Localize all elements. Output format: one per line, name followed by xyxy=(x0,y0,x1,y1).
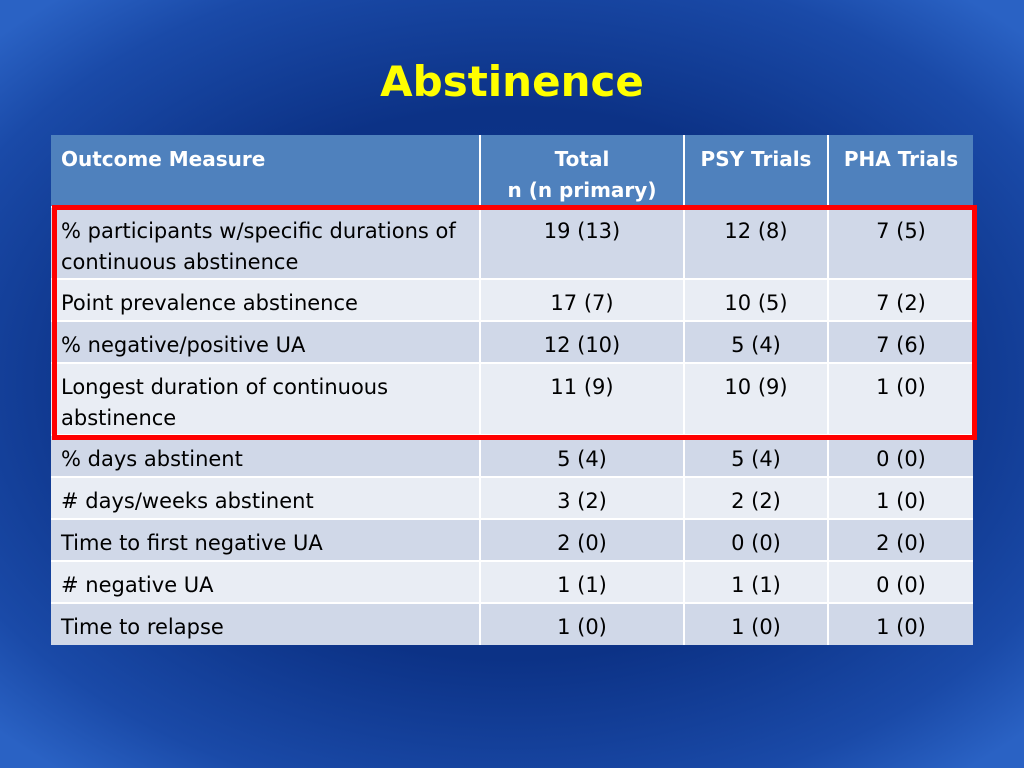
table-row: % negative/positive UA 12 (10) 5 (4) 7 (… xyxy=(51,320,973,363)
table-row: Point prevalence abstinence 17 (7) 10 (5… xyxy=(51,278,973,321)
cell-total: 5 (4) xyxy=(480,434,685,477)
cell-pha: 1 (0) xyxy=(828,362,973,435)
table-row: Longest duration of continuous abstinenc… xyxy=(51,362,973,435)
cell-psy: 0 (0) xyxy=(684,518,829,561)
header-label: Total xyxy=(554,147,610,171)
cell-total: 3 (2) xyxy=(480,476,685,519)
header-sublabel: n (n primary) xyxy=(507,178,657,202)
cell-total: 11 (9) xyxy=(480,362,685,435)
cell-pha: 2 (0) xyxy=(828,518,973,561)
cell-measure: % participants w/specific durations of c… xyxy=(51,206,481,279)
cell-total: 2 (0) xyxy=(480,518,685,561)
cell-total: 17 (7) xyxy=(480,278,685,321)
header-label: PHA Trials xyxy=(843,147,959,171)
table-row: % days abstinent 5 (4) 5 (4) 0 (0) xyxy=(51,434,973,477)
slide-title: Abstinence xyxy=(380,57,644,106)
cell-measure: Longest duration of continuous abstinenc… xyxy=(51,362,481,435)
cell-measure: Point prevalence abstinence xyxy=(51,278,481,321)
header-psy-trials: PSY Trials xyxy=(684,135,829,207)
cell-total: 12 (10) xyxy=(480,320,685,363)
cell-measure: # negative UA xyxy=(51,560,481,603)
header-label: Outcome Measure xyxy=(61,147,266,171)
cell-psy: 5 (4) xyxy=(684,434,829,477)
cell-pha: 0 (0) xyxy=(828,560,973,603)
header-pha-trials: PHA Trials xyxy=(828,135,973,207)
cell-psy: 1 (0) xyxy=(684,602,829,645)
header-outcome-measure: Outcome Measure xyxy=(51,135,481,207)
cell-total: 1 (1) xyxy=(480,560,685,603)
cell-psy: 1 (1) xyxy=(684,560,829,603)
table-row: # days/weeks abstinent 3 (2) 2 (2) 1 (0) xyxy=(51,476,973,519)
cell-pha: 7 (6) xyxy=(828,320,973,363)
table-row: # negative UA 1 (1) 1 (1) 0 (0) xyxy=(51,560,973,603)
table-row: Time to relapse 1 (0) 1 (0) 1 (0) xyxy=(51,602,973,645)
cell-measure: % days abstinent xyxy=(51,434,481,477)
cell-pha: 0 (0) xyxy=(828,434,973,477)
table-row: % participants w/specific durations of c… xyxy=(51,206,973,279)
cell-pha: 7 (5) xyxy=(828,206,973,279)
cell-psy: 5 (4) xyxy=(684,320,829,363)
cell-psy: 2 (2) xyxy=(684,476,829,519)
cell-measure: # days/weeks abstinent xyxy=(51,476,481,519)
header-total: Total n (n primary) xyxy=(480,135,685,207)
cell-pha: 1 (0) xyxy=(828,476,973,519)
cell-measure: % negative/positive UA xyxy=(51,320,481,363)
cell-psy: 10 (9) xyxy=(684,362,829,435)
cell-total: 1 (0) xyxy=(480,602,685,645)
cell-total: 19 (13) xyxy=(480,206,685,279)
table-row: Time to first negative UA 2 (0) 0 (0) 2 … xyxy=(51,518,973,561)
cell-psy: 10 (5) xyxy=(684,278,829,321)
cell-measure: Time to first negative UA xyxy=(51,518,481,561)
header-label: PSY Trials xyxy=(700,147,812,171)
cell-psy: 12 (8) xyxy=(684,206,829,279)
cell-pha: 7 (2) xyxy=(828,278,973,321)
table-header-row: Outcome Measure Total n (n primary) PSY … xyxy=(51,135,973,207)
cell-pha: 1 (0) xyxy=(828,602,973,645)
cell-measure: Time to relapse xyxy=(51,602,481,645)
abstinence-table: Outcome Measure Total n (n primary) PSY … xyxy=(51,135,973,645)
